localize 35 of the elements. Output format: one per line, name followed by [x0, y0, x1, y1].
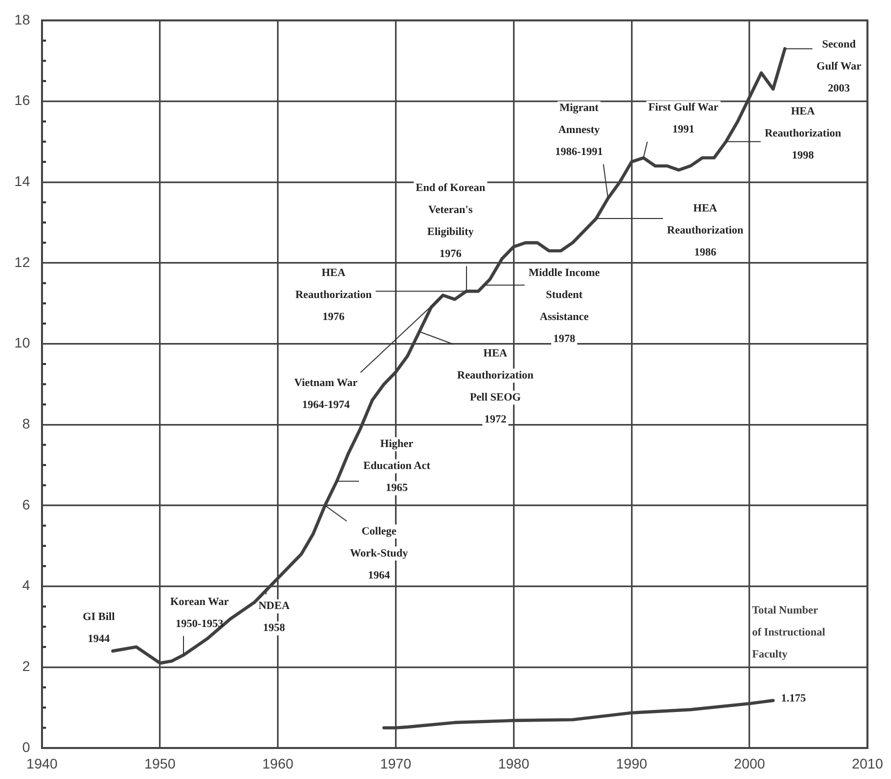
- annotation: End of Korean Veteran's Eligibility 1976: [416, 182, 486, 260]
- y-tick-label: 16: [14, 92, 30, 108]
- annotation: HEA Reauthorization Pell SEOG 1972: [457, 347, 534, 426]
- y-tick-label: 2: [22, 658, 30, 674]
- annotation: Middle Income Student Assistance 1978: [528, 267, 600, 346]
- annotation: HEA Reauthorization 1986: [667, 202, 744, 258]
- x-tick-label: 2010: [852, 755, 884, 772]
- annotation: Vietnam War 1964-1974: [294, 377, 358, 412]
- annotation: Higher Education Act 1965: [363, 438, 431, 494]
- x-tick-label: 1990: [616, 755, 648, 772]
- y-tick-label: 4: [22, 577, 30, 594]
- annotation: Migrant Amnesty 1986-1991: [555, 102, 603, 158]
- x-tick-label: 1940: [26, 755, 58, 772]
- x-tick-label: 1980: [498, 755, 530, 772]
- y-tick-label: 10: [14, 334, 30, 351]
- data-label: 1.175: [781, 692, 806, 704]
- y-tick-label: 14: [14, 172, 30, 189]
- annotation: NDEA 1958: [258, 600, 290, 634]
- x-tick-label: 1970: [380, 755, 412, 772]
- annotation: Second Gulf War 2003: [816, 38, 862, 95]
- y-tick-label: 6: [22, 496, 30, 512]
- annotation: Korean War 1950-1953: [170, 596, 229, 630]
- annotation: First Gulf War 1991: [648, 102, 719, 136]
- y-tick-label: 12: [14, 254, 30, 270]
- text: Total Number of Instructional Faculty: [752, 604, 826, 660]
- y-tick-label: 18: [14, 11, 30, 28]
- annotation: HEA Reauthorization 1998: [764, 106, 842, 162]
- x-tick-label: 1960: [262, 755, 294, 772]
- x-tick-label: 1950: [144, 755, 176, 772]
- y-tick-label: 8: [22, 415, 30, 432]
- y-tick-label: 0: [22, 738, 30, 755]
- annotation: GI Bill 1944: [82, 610, 115, 645]
- annotation: College Work-Study 1964: [350, 525, 409, 582]
- x-tick-label: 2000: [734, 755, 766, 772]
- annotation: HEA Reauthorization 1976: [295, 267, 372, 324]
